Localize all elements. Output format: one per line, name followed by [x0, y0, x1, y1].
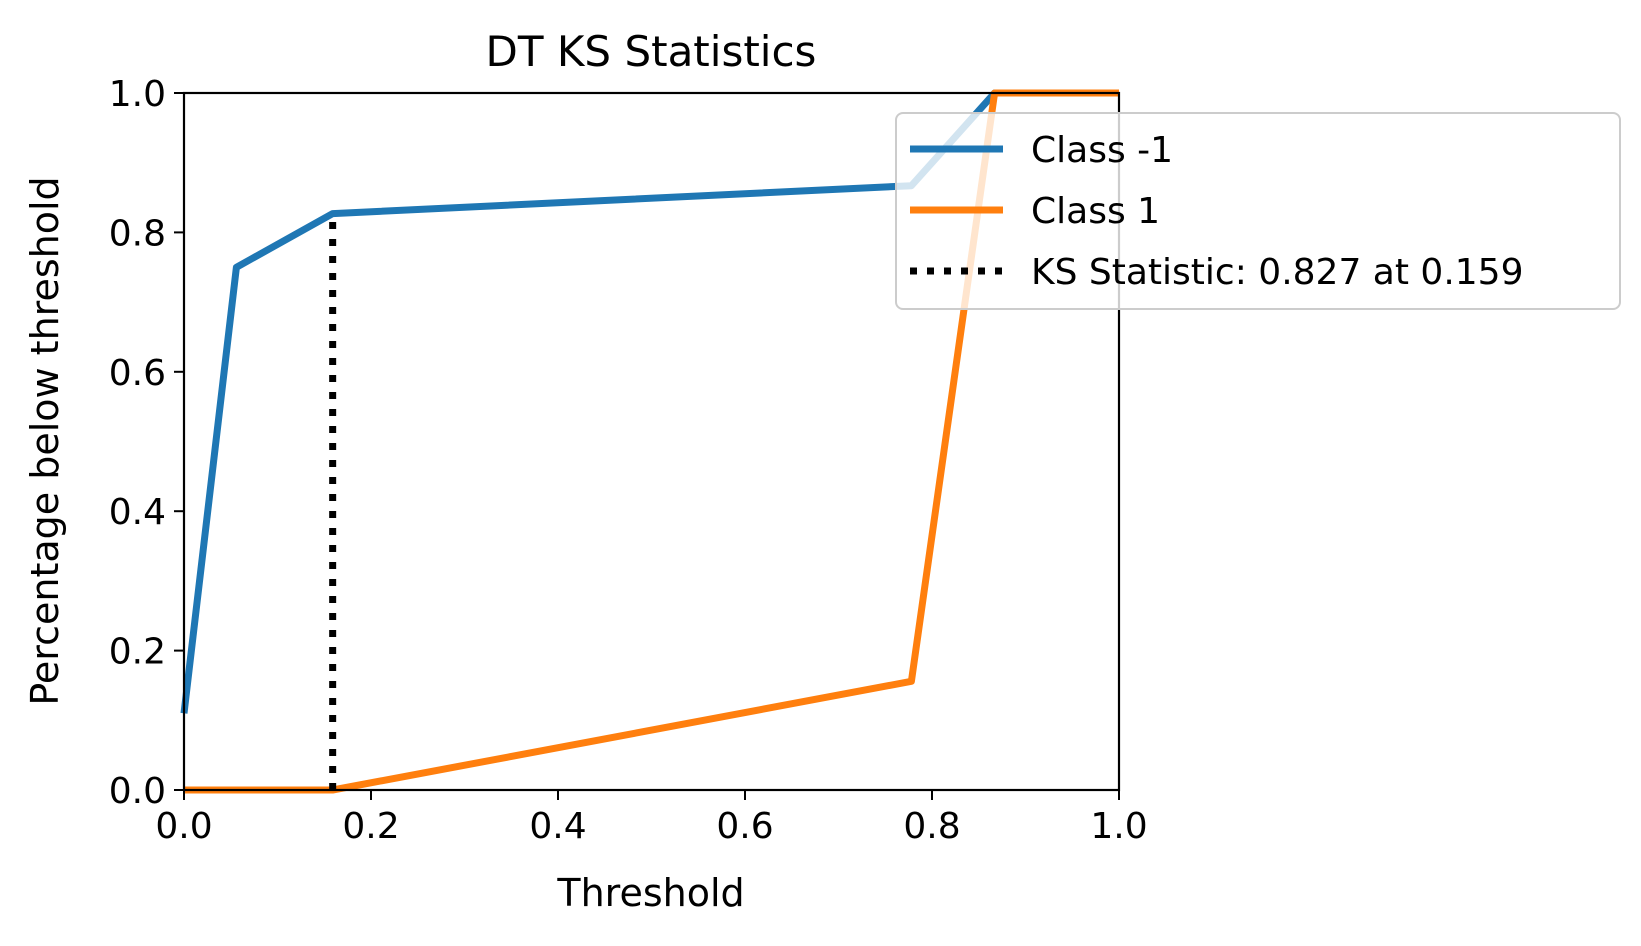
x-tick-label: 0.4	[529, 806, 586, 847]
legend-box	[895, 112, 1621, 310]
legend-label-ks: KS Statistic: 0.827 at 0.159	[1031, 252, 1523, 293]
y-tick-label: 1.0	[109, 74, 166, 115]
y-tick-label: 0.6	[109, 353, 166, 394]
legend: Class -1 Class 1 KS Statistic: 0.827 at …	[895, 112, 1621, 310]
x-tick-label: 0.2	[342, 806, 399, 847]
x-tick-label: 0.6	[716, 806, 773, 847]
legend-label-class-1: Class 1	[1031, 191, 1160, 232]
chart-title: DT KS Statistics	[486, 27, 817, 76]
y-tick-label: 0.4	[109, 492, 166, 533]
x-tick-label: 0.8	[903, 806, 960, 847]
y-tick-label: 0.2	[109, 632, 166, 673]
y-tick-label: 0.8	[109, 213, 166, 254]
x-axis-label: Threshold	[556, 871, 744, 915]
plot-frame	[182, 91, 1121, 792]
y-tick-label: 0.0	[109, 771, 166, 812]
y-axis: 0.0 0.2 0.4 0.6 0.8 1.0	[109, 74, 184, 812]
legend-label-class-neg1: Class -1	[1031, 130, 1173, 171]
x-tick-label: 0.0	[155, 806, 212, 847]
x-axis: 0.0 0.2 0.4 0.6 0.8 1.0	[155, 790, 1148, 847]
x-tick-label: 1.0	[1090, 806, 1147, 847]
y-axis-label: Percentage below threshold	[23, 176, 67, 705]
